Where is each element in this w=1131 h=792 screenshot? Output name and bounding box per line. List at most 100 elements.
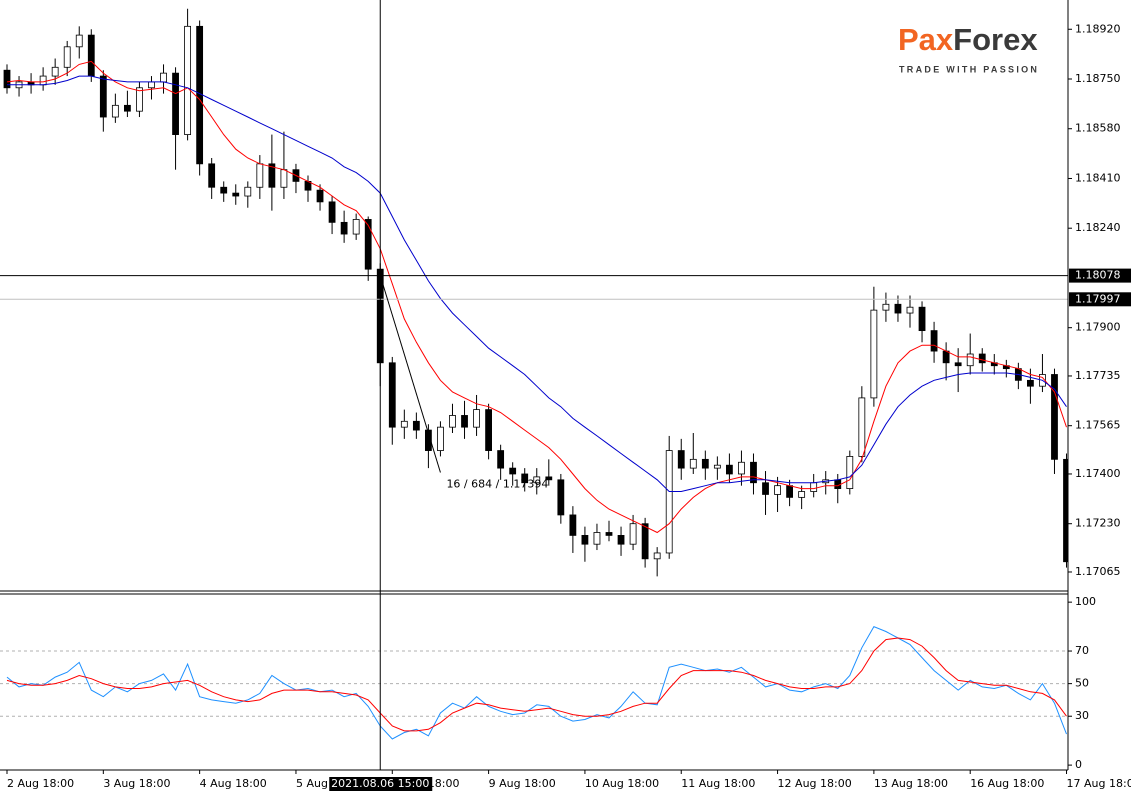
- candle-body: [641, 523, 649, 560]
- candle-body: [701, 458, 709, 469]
- candle-body: [533, 476, 541, 484]
- y-tick-label: 1.18580: [1075, 122, 1121, 135]
- candle-body: [617, 535, 625, 545]
- candle-body: [605, 532, 613, 536]
- candle-body: [665, 450, 673, 554]
- candle-body: [497, 450, 505, 469]
- candle-body: [148, 81, 155, 89]
- candle-body: [894, 303, 902, 314]
- candle-body: [966, 353, 974, 367]
- candle-body: [172, 72, 179, 135]
- candle-body: [689, 458, 697, 469]
- candle-body: [1063, 458, 1068, 563]
- candle-body: [653, 552, 661, 560]
- y-tick-label: 1.17065: [1075, 565, 1121, 578]
- candle-body: [39, 75, 47, 86]
- oscillator-line: [6, 625, 1067, 740]
- candle-body: [268, 163, 276, 188]
- logo-part: Forex: [953, 22, 1038, 57]
- x-tick-label: 11 Aug 18:00: [681, 777, 755, 790]
- crosshair-price-label: 1.18078: [1075, 269, 1121, 282]
- logo: PaxForex TRADE WITH PASSION: [898, 22, 1038, 74]
- candle-body: [750, 461, 757, 484]
- moving-average: [7, 75, 1067, 492]
- candle-body: [256, 163, 264, 188]
- candle-body: [1027, 379, 1034, 387]
- candle-body: [882, 303, 890, 311]
- candle-body: [232, 192, 240, 197]
- candle-body: [557, 479, 565, 516]
- candle-body: [220, 186, 228, 194]
- logo-text: PaxForex: [898, 22, 1038, 57]
- candle-body: [906, 306, 914, 314]
- y-tick-label: 1.18240: [1075, 221, 1121, 234]
- y-tick-label: 1.17400: [1075, 467, 1121, 480]
- trendline-label: 16 / 684 / 1.17394: [446, 478, 548, 491]
- candle-body: [437, 426, 444, 451]
- candle-body: [75, 34, 83, 48]
- candle-body: [124, 104, 131, 112]
- candle-body: [160, 72, 167, 83]
- candle-body: [111, 104, 119, 118]
- candle-body: [3, 69, 11, 89]
- candle-body: [629, 523, 637, 545]
- candle-body: [340, 221, 348, 235]
- oscillator-line: [6, 637, 1067, 732]
- candle-body: [569, 514, 577, 536]
- x-tick-label: 3 Aug 18:00: [103, 777, 170, 790]
- candle-body: [978, 353, 986, 364]
- x-tick-label: 12 Aug 18:00: [778, 777, 852, 790]
- candle-body: [762, 482, 769, 495]
- candle-body: [184, 25, 192, 135]
- candle-body: [412, 420, 420, 431]
- y-tick-label: 1.17900: [1075, 321, 1121, 334]
- candle-body: [930, 330, 938, 352]
- candle-body: [677, 450, 685, 469]
- candle-body: [352, 219, 360, 235]
- x-tick-label: 16 Aug 18:00: [970, 777, 1044, 790]
- candle-body: [786, 485, 793, 498]
- x-tick-label: 2 Aug 18:00: [7, 777, 74, 790]
- candle-body: [521, 473, 529, 484]
- bid-label: 1.17997: [1075, 292, 1121, 305]
- candle-body: [774, 485, 781, 495]
- candle-body: [316, 189, 324, 203]
- y-tick-label: 1.17735: [1075, 369, 1121, 382]
- x-tick-label: 4 Aug 18:00: [200, 777, 267, 790]
- crosshair-time-label: 2021.08.06 15:00: [331, 777, 429, 790]
- moving-average: [6, 60, 1067, 534]
- candle-body: [1051, 374, 1058, 460]
- candle-body: [581, 535, 589, 545]
- logo-part: Pax: [898, 22, 954, 57]
- candle-body: [461, 415, 468, 428]
- x-tick-label: 13 Aug 18:00: [874, 777, 948, 790]
- y-tick-label: 1.17565: [1075, 419, 1121, 432]
- y-tick-label: 1.18920: [1075, 22, 1121, 35]
- y-tick-label: 0: [1075, 758, 1082, 771]
- bid-box: [1069, 292, 1131, 307]
- candle-body: [545, 476, 553, 481]
- candle-body: [485, 409, 493, 451]
- candle-body: [918, 306, 926, 332]
- candle-body: [99, 75, 107, 118]
- candle-body: [208, 163, 216, 188]
- crosshair-price-box: [1069, 268, 1131, 283]
- candle-body: [87, 34, 95, 77]
- x-tick-label: 9 Aug 18:00: [489, 777, 556, 790]
- candle-body: [63, 46, 71, 68]
- candle-body: [424, 429, 432, 451]
- candle-body: [954, 362, 962, 367]
- y-tick-label: 1.18750: [1075, 72, 1121, 85]
- candle-body: [738, 461, 745, 475]
- trendline: [379, 275, 441, 473]
- oscillator-panel: [0, 625, 1068, 740]
- candle-body: [364, 219, 372, 270]
- crosshair-time-box: [329, 777, 433, 791]
- candle-body: [388, 362, 396, 428]
- y-tick-label: 30: [1075, 709, 1089, 722]
- candle-body: [509, 467, 517, 475]
